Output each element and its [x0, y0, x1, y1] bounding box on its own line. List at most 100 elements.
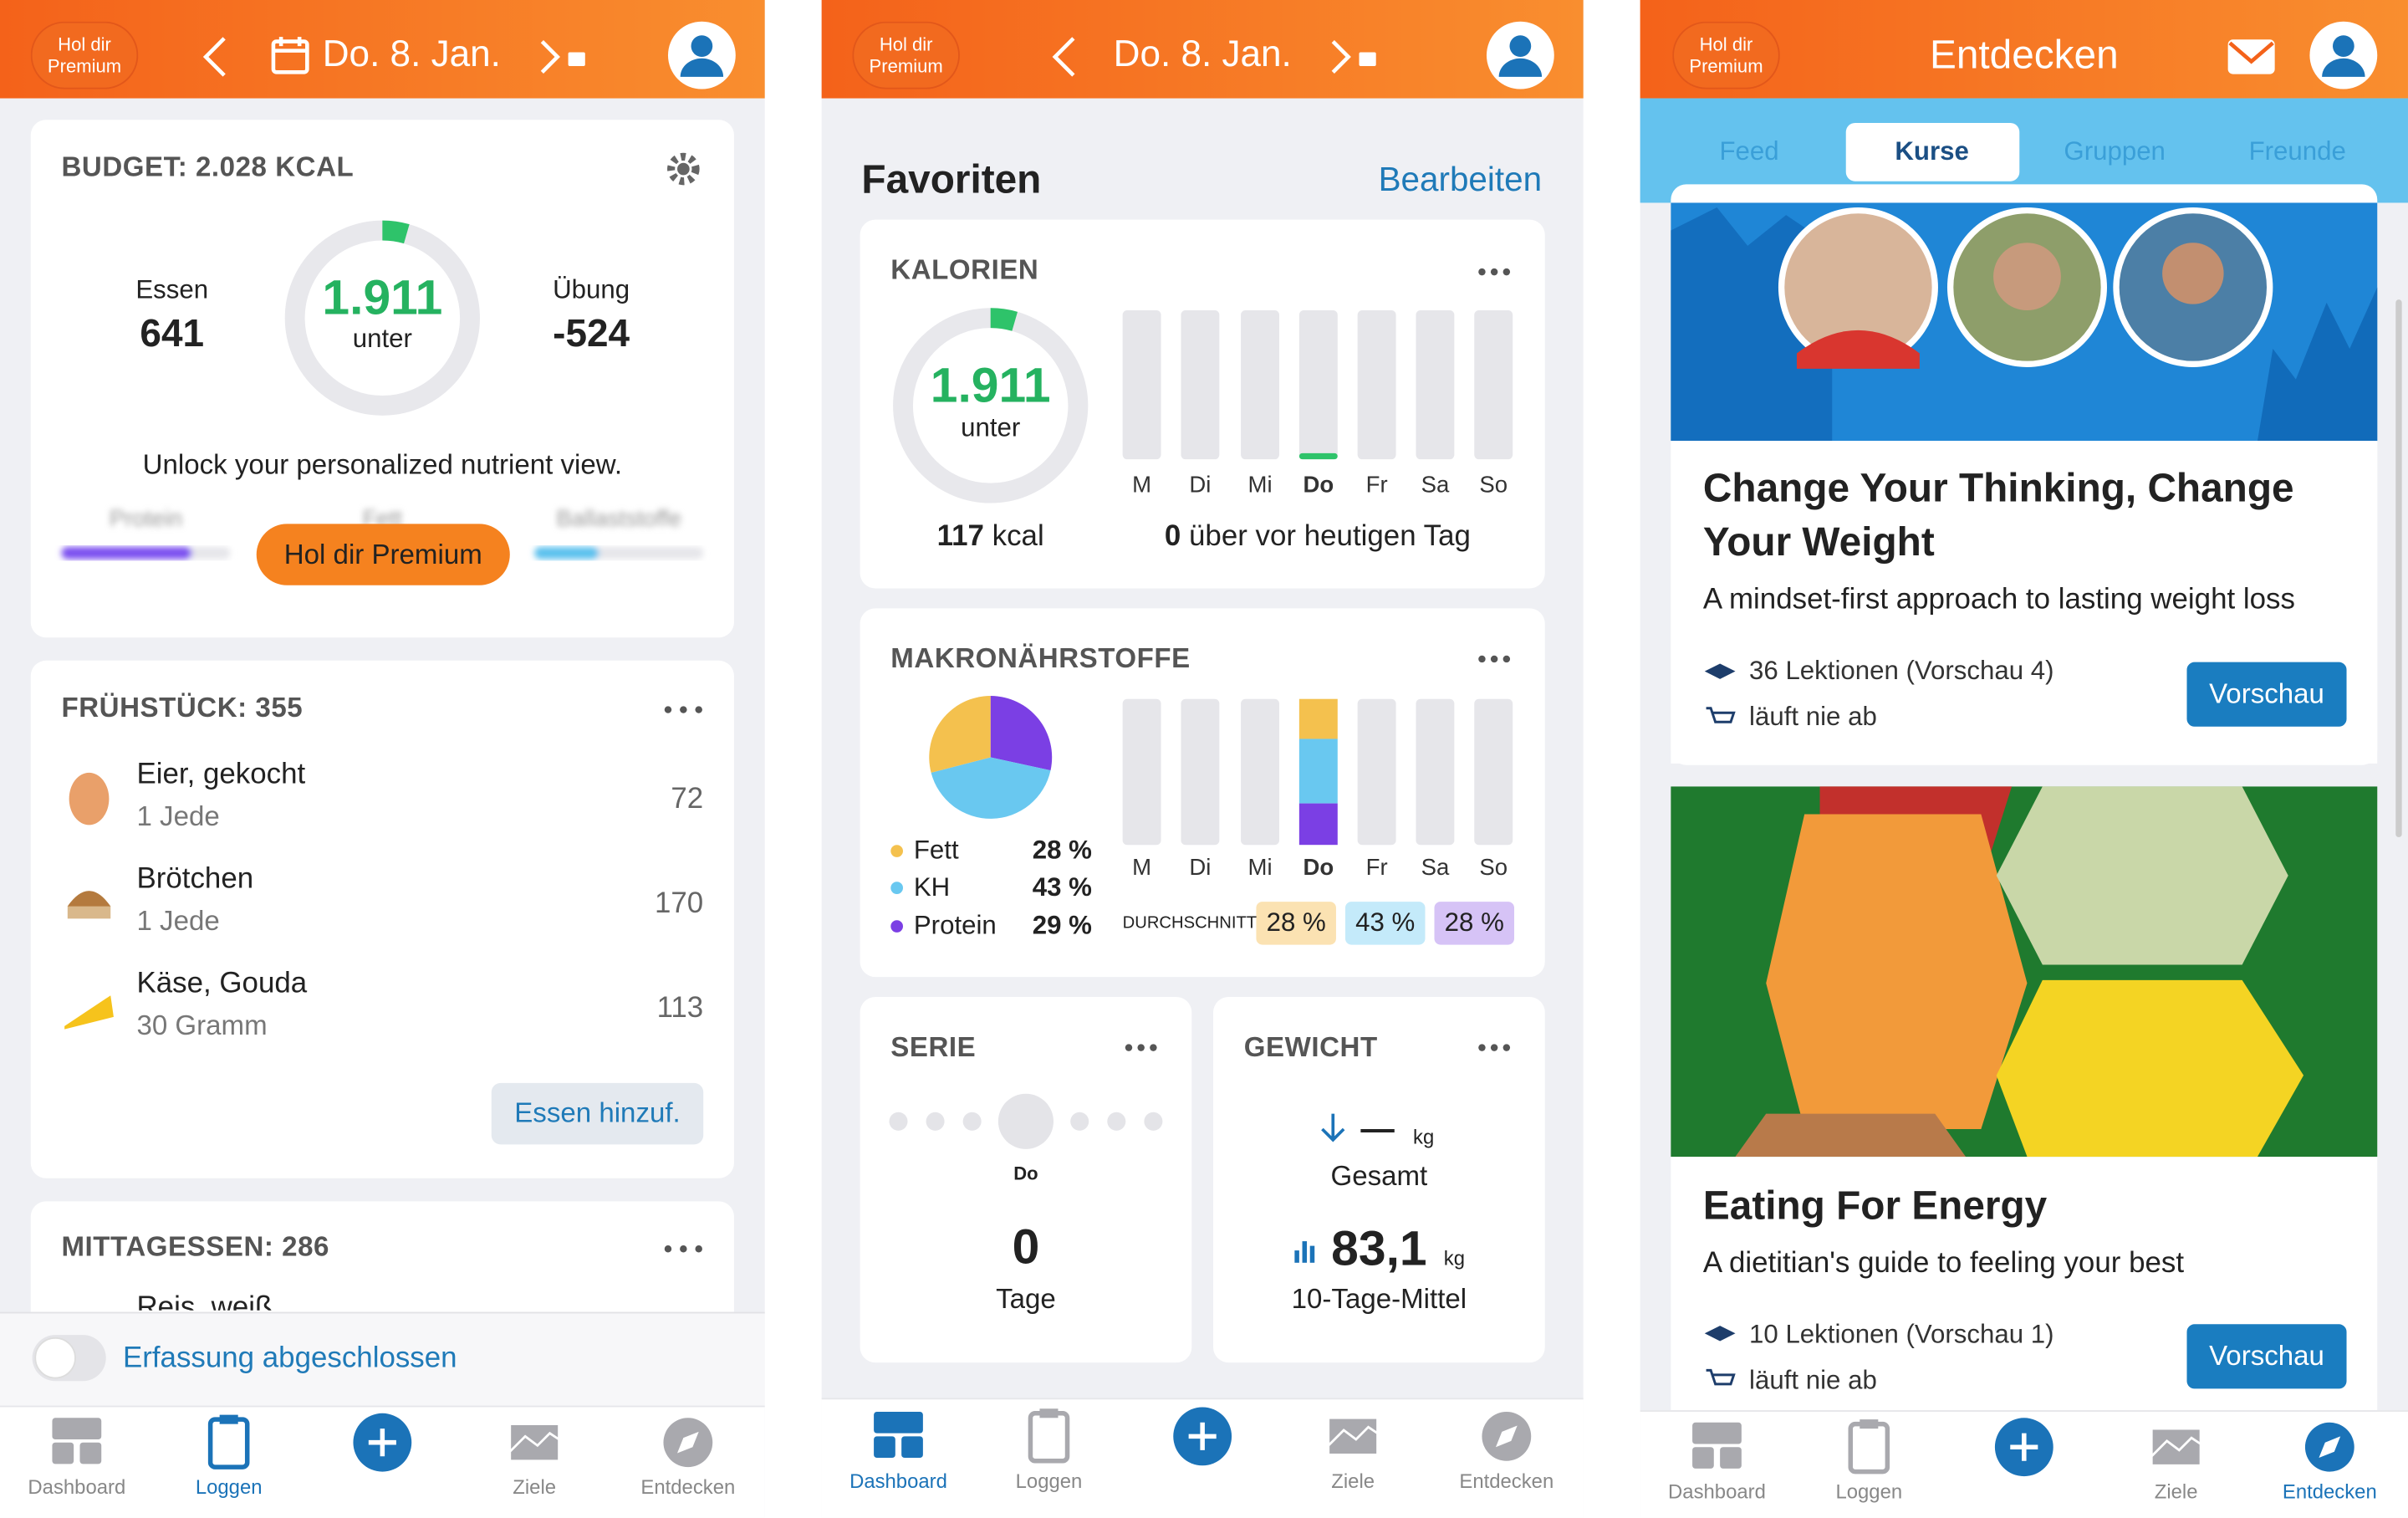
- nav-icon: [207, 1417, 250, 1469]
- nav-icon: [219, 1414, 238, 1424]
- label: Protein: [109, 506, 183, 533]
- shape: [1309, 1245, 1315, 1263]
- shape: 117 kcal: [937, 521, 1044, 555]
- label: Favoriten: [861, 156, 1042, 202]
- premium-button[interactable]: Hol dir Premium: [256, 524, 510, 585]
- label: Hol dir: [879, 33, 933, 56]
- nav-label[interactable]: Loggen: [195, 1475, 263, 1499]
- shape: [64, 995, 114, 1030]
- label: Premium: [1689, 55, 1763, 77]
- nav-label[interactable]: Dashboard: [1668, 1480, 1766, 1504]
- label: 117: [936, 520, 984, 554]
- label: Gesamt: [1330, 1160, 1428, 1192]
- premium-badge[interactable]: Hol dir Premium: [1672, 21, 1780, 89]
- day-bar: [1181, 698, 1220, 846]
- nav-icon: [1720, 1447, 1742, 1469]
- shape: [1498, 58, 1543, 77]
- add-food-button[interactable]: Essen hinzuf.: [514, 1097, 681, 1129]
- shape: [889, 1112, 908, 1131]
- day-bar: [1357, 698, 1396, 846]
- label: A dietitian's guide to feeling your best: [1702, 1247, 2185, 1280]
- nav-label[interactable]: Ziele: [2154, 1480, 2198, 1504]
- preview-button[interactable]: Vorschau: [2209, 1340, 2324, 1372]
- label: 28 %: [1032, 836, 1092, 866]
- label: BUDGET: 2.028 KCAL: [61, 151, 355, 182]
- nav-icon: [901, 1436, 923, 1459]
- label: Übung: [553, 274, 630, 304]
- shape: [1294, 1250, 1299, 1263]
- shape: [1478, 1044, 1486, 1051]
- nav-label[interactable]: Entdecken: [640, 1475, 736, 1499]
- group: [664, 268, 1511, 1253]
- nav-icon: [1692, 1447, 1714, 1469]
- tab[interactable]: Feed: [1719, 136, 1779, 166]
- shape: [691, 35, 713, 57]
- shape: [1070, 1112, 1089, 1131]
- day-label: So: [1479, 472, 1508, 499]
- nav-icon: [508, 1423, 560, 1463]
- group: [1706, 707, 1736, 1386]
- tab[interactable]: Gruppen: [2064, 136, 2166, 166]
- shape: [695, 1245, 702, 1253]
- weight-card: [1213, 997, 1545, 1363]
- shape: 0 über vor heutigen Tag: [1165, 521, 1471, 555]
- tab[interactable]: Freunde: [2248, 136, 2346, 166]
- nav-label[interactable]: Dashboard: [28, 1475, 126, 1499]
- shape: [1766, 814, 2028, 1129]
- day-bar: [1416, 310, 1455, 460]
- label: Do: [1013, 1163, 1038, 1185]
- shape: [1137, 1044, 1145, 1051]
- nav-label[interactable]: Loggen: [1835, 1480, 1903, 1504]
- macro-seg: [1298, 803, 1338, 846]
- nav-label[interactable]: Entdecken: [1459, 1469, 1554, 1493]
- footer-toggle-label[interactable]: Erfassung abgeschlossen: [122, 1342, 457, 1375]
- shape: [1706, 707, 1736, 723]
- nav-label[interactable]: Entdecken: [2282, 1480, 2377, 1504]
- shape: [893, 308, 1089, 503]
- nav-label[interactable]: Ziele: [1331, 1469, 1375, 1493]
- add-icon: [1188, 1422, 1217, 1450]
- day-label: Sa: [1421, 472, 1450, 499]
- shape: [997, 1093, 1054, 1149]
- label: A mindset-first approach to lasting weig…: [1702, 583, 2295, 616]
- label: 43 %: [1032, 872, 1092, 902]
- shape: [1509, 35, 1532, 57]
- macro-pie: [929, 696, 1053, 819]
- label: Premium: [869, 55, 943, 77]
- nav-label[interactable]: Loggen: [1015, 1469, 1083, 1493]
- preview-button[interactable]: Vorschau: [2209, 677, 2324, 709]
- shape: [1706, 1368, 1736, 1386]
- shape: [680, 58, 724, 77]
- shape: [1490, 1044, 1498, 1051]
- nav-icon: [676, 1431, 699, 1454]
- label: 113: [656, 992, 704, 1025]
- shape: [1478, 268, 1486, 276]
- premium-badge[interactable]: Hol dir Premium: [852, 21, 960, 89]
- shape: [1796, 330, 1920, 369]
- shape: [1784, 213, 1932, 361]
- shape: [2322, 58, 2365, 77]
- shape: [1502, 655, 1511, 663]
- shape: [2227, 39, 2275, 74]
- day-bar: [1298, 310, 1338, 460]
- day-label: M: [1132, 472, 1152, 499]
- tab-active[interactable]: Kurse: [1895, 136, 1969, 166]
- shape: [534, 546, 599, 560]
- premium-badge[interactable]: Hol dir Premium: [30, 21, 139, 89]
- label: Tage: [996, 1283, 1056, 1315]
- day-bar: [1122, 310, 1161, 460]
- nav-label[interactable]: Ziele: [513, 1475, 557, 1499]
- day-bar: [1122, 698, 1161, 846]
- label[interactable]: Bearbeiten: [1378, 160, 1543, 198]
- label: SERIE: [890, 1031, 977, 1063]
- streak-card: [860, 997, 1192, 1363]
- label: 43 %: [1355, 907, 1416, 938]
- day-label: Do: [1303, 472, 1334, 499]
- label: Change Your Thinking, Change: [1702, 464, 2294, 511]
- nav-icon: [1848, 1421, 1890, 1475]
- nav-label[interactable]: Dashboard: [849, 1469, 947, 1493]
- day-bar: [1181, 310, 1220, 460]
- shape: [1150, 1044, 1157, 1051]
- shape: [271, 39, 309, 74]
- macro-seg: [1298, 739, 1338, 804]
